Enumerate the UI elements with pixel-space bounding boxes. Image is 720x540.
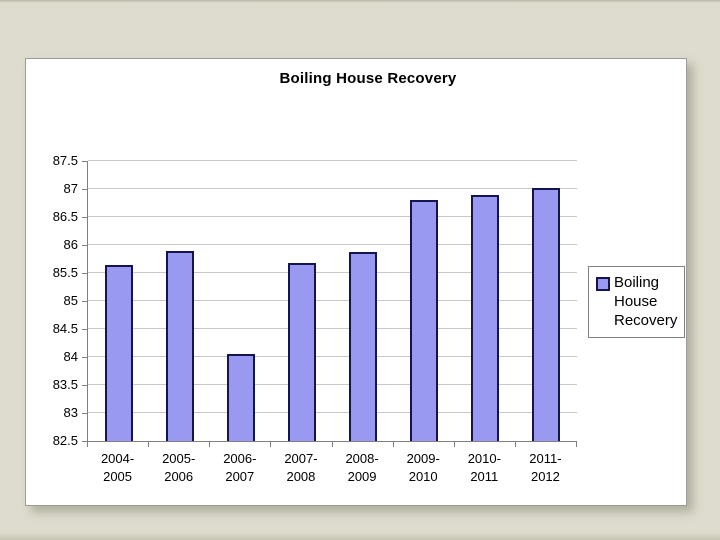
y-axis-tick (82, 385, 87, 386)
y-axis-tick (82, 217, 87, 218)
y-tick-label: 83.5 (52, 377, 78, 392)
gridline (88, 216, 577, 217)
x-tick-label: 2008- 2009 (345, 451, 379, 484)
x-axis-tick (209, 442, 211, 447)
y-tick-label: 83 (63, 405, 78, 420)
x-axis-tick (514, 442, 516, 447)
bar (349, 251, 378, 441)
x-tick-label: 2006- 2007 (223, 451, 257, 484)
chart-card: Boiling House Recovery Boiling House Rec… (25, 58, 687, 506)
y-axis-tick (82, 357, 87, 358)
plot-area (87, 160, 577, 442)
y-tick-label: 87 (63, 181, 78, 196)
chart-title: Boiling House Recovery (279, 70, 457, 87)
bar (104, 264, 133, 441)
y-tick-label: 82.5 (52, 433, 78, 448)
gridline (88, 300, 577, 301)
y-tick-label: 84.5 (52, 321, 78, 336)
y-axis-tick (82, 161, 87, 162)
gridline (88, 188, 577, 189)
bar (532, 187, 561, 441)
gridline (88, 328, 577, 329)
x-axis-tick (148, 442, 150, 447)
y-axis-tick (82, 301, 87, 302)
gridline (88, 160, 577, 161)
y-tick-label: 86 (63, 237, 78, 252)
y-axis-tick (82, 245, 87, 246)
y-axis-tick (82, 273, 87, 274)
x-tick-label: 2011- 2012 (529, 451, 562, 484)
x-tick-label: 2007- 2008 (284, 451, 318, 484)
bar (226, 354, 255, 441)
x-tick-label: 2004- 2005 (100, 451, 135, 484)
x-axis-tick (331, 442, 333, 447)
x-tick-label: 2009- 2010 (406, 451, 440, 484)
legend-label: Boiling House Recovery (614, 274, 678, 329)
gridline (88, 384, 577, 385)
legend: Boiling House Recovery (588, 266, 685, 338)
gridline (88, 412, 577, 413)
x-axis-tick (392, 442, 394, 447)
x-tick-label: 2010- 2011 (467, 451, 501, 484)
gridline (88, 356, 577, 357)
y-tick-label: 84 (63, 349, 78, 364)
y-tick-label: 87.5 (52, 153, 78, 168)
bar (471, 194, 500, 441)
x-axis-tick (453, 442, 455, 447)
gridline (88, 244, 577, 245)
bar (410, 200, 439, 441)
bar (287, 262, 316, 441)
axis-layer: 82.5 83 83.5 84 84.5 85 85.5 86 86.5 87 87.5 2004- … (26, 59, 686, 505)
bar (165, 250, 194, 441)
y-axis-tick (82, 441, 87, 442)
legend-marker-icon (596, 277, 610, 291)
y-tick-label: 86.5 (52, 209, 78, 224)
y-axis-tick (82, 189, 87, 190)
y-tick-label: 85 (63, 293, 78, 308)
x-tick-label: 2005- 2006 (162, 451, 196, 484)
y-axis-tick (82, 413, 87, 414)
x-axis-tick (87, 442, 88, 447)
gridline (88, 272, 577, 273)
x-axis-tick (270, 442, 272, 447)
x-axis-tick (576, 442, 577, 447)
y-axis-tick (82, 329, 87, 330)
y-tick-label: 85.5 (52, 265, 78, 280)
